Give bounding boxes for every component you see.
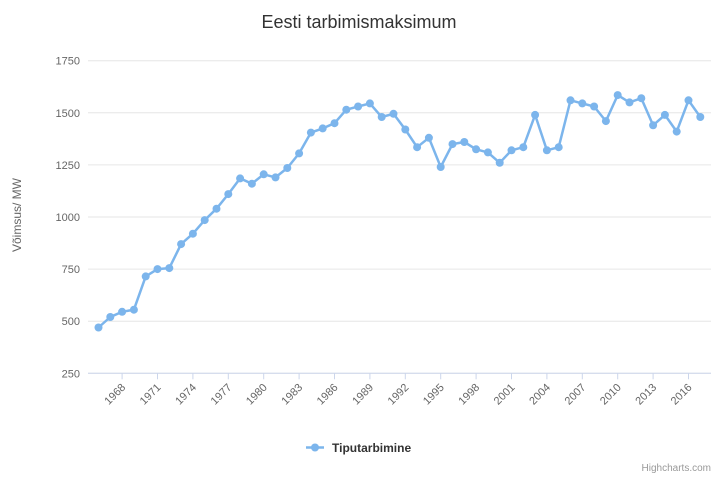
- chart-title: Eesti tarbimismaksimum: [261, 12, 456, 32]
- legend-label: Tiputarbimine: [332, 441, 411, 455]
- legend-item-tiputarbimine[interactable]: Tiputarbimine: [306, 441, 411, 455]
- data-point-marker[interactable]: [448, 140, 457, 149]
- data-point-marker[interactable]: [531, 110, 540, 119]
- data-point-marker[interactable]: [106, 313, 115, 321]
- data-point-marker[interactable]: [625, 98, 634, 107]
- data-point-marker[interactable]: [365, 99, 374, 108]
- y-axis-label: 1500: [56, 108, 80, 120]
- x-axis-label: 1992: [386, 382, 412, 408]
- y-axis-labels-group: 250 500 750 1000 1250 1500 1750: [56, 56, 80, 381]
- data-point-marker[interactable]: [601, 117, 610, 126]
- x-axis-label: 2016: [669, 382, 695, 408]
- x-axis-label: 1977: [209, 382, 235, 408]
- data-point-marker[interactable]: [306, 128, 315, 137]
- data-point-marker[interactable]: [649, 121, 658, 130]
- data-point-marker[interactable]: [200, 216, 209, 225]
- data-point-marker[interactable]: [165, 264, 174, 273]
- x-axis-label: 1968: [102, 382, 128, 408]
- y-axis-title: Võimsus/ MW: [10, 177, 24, 252]
- data-point-marker[interactable]: [153, 265, 162, 274]
- data-point-marker[interactable]: [424, 133, 433, 142]
- data-point-marker[interactable]: [483, 148, 492, 157]
- data-point-marker[interactable]: [637, 94, 646, 103]
- data-point-marker[interactable]: [295, 149, 304, 158]
- data-point-marker[interactable]: [554, 143, 563, 152]
- gridlines-group: [88, 60, 711, 374]
- data-point-marker[interactable]: [354, 102, 363, 111]
- series-line: [97, 93, 702, 329]
- x-axis-label: 2007: [563, 382, 589, 408]
- x-axis-label: 1980: [244, 382, 270, 408]
- data-point-marker[interactable]: [177, 240, 186, 249]
- data-point-marker[interactable]: [141, 272, 150, 281]
- data-point-marker[interactable]: [660, 110, 669, 119]
- series-group: [94, 91, 705, 332]
- x-axis-label: 1995: [421, 382, 447, 408]
- x-axis-label: 2013: [633, 382, 659, 408]
- data-point-marker[interactable]: [542, 146, 551, 155]
- y-axis-label: 1000: [56, 212, 80, 224]
- x-axis-label: 1974: [173, 382, 199, 408]
- highcharts-credits-link[interactable]: Highcharts.com: [642, 463, 711, 474]
- data-point-marker[interactable]: [118, 307, 127, 316]
- data-point-marker[interactable]: [129, 305, 138, 314]
- x-axis-label: 2010: [598, 382, 624, 408]
- data-point-marker[interactable]: [590, 102, 599, 111]
- data-point-marker[interactable]: [283, 164, 292, 172]
- data-point-marker[interactable]: [413, 143, 422, 152]
- data-point-marker[interactable]: [495, 158, 504, 167]
- data-point-marker[interactable]: [377, 113, 386, 121]
- data-point-marker[interactable]: [224, 190, 233, 199]
- data-point-marker[interactable]: [519, 143, 528, 152]
- data-point-marker[interactable]: [236, 174, 245, 183]
- y-axis-label: 250: [62, 368, 80, 380]
- data-point-marker[interactable]: [472, 145, 481, 154]
- x-axis-label: 1989: [350, 382, 376, 408]
- data-point-marker[interactable]: [330, 119, 339, 128]
- data-point-marker[interactable]: [578, 99, 587, 108]
- data-point-marker[interactable]: [94, 323, 103, 332]
- y-axis-label: 750: [62, 264, 80, 276]
- x-axis-label: 2001: [492, 382, 518, 408]
- data-point-marker[interactable]: [566, 96, 575, 105]
- x-axis-label: 1986: [315, 382, 341, 408]
- data-point-marker[interactable]: [259, 170, 268, 179]
- data-point-marker[interactable]: [342, 105, 351, 114]
- data-point-marker[interactable]: [672, 127, 681, 136]
- data-point-marker[interactable]: [684, 96, 693, 105]
- x-axis-label: 1971: [138, 382, 164, 408]
- data-point-marker[interactable]: [507, 146, 516, 155]
- data-point-marker[interactable]: [401, 125, 410, 134]
- data-point-marker[interactable]: [212, 204, 221, 213]
- y-axis-label: 1750: [56, 56, 80, 68]
- y-axis-label: 1250: [56, 160, 80, 172]
- legend-marker-dot: [311, 443, 319, 452]
- y-axis-label: 500: [62, 316, 80, 328]
- x-axis-label: 1998: [456, 382, 482, 408]
- data-point-marker[interactable]: [389, 109, 398, 118]
- x-axis-label: 2004: [527, 382, 553, 408]
- data-point-marker[interactable]: [696, 113, 705, 121]
- data-point-marker[interactable]: [318, 124, 327, 133]
- data-point-marker[interactable]: [460, 138, 469, 146]
- data-point-marker[interactable]: [271, 173, 280, 182]
- x-axis-group: 1968 1971 1974 1977 1980 1983 1986 1989 1992 1995…: [88, 372, 711, 408]
- data-point-marker[interactable]: [436, 163, 445, 171]
- data-point-marker[interactable]: [188, 229, 197, 238]
- x-axis-label: 1983: [279, 382, 305, 408]
- data-point-marker[interactable]: [247, 179, 256, 188]
- data-point-marker[interactable]: [613, 91, 622, 100]
